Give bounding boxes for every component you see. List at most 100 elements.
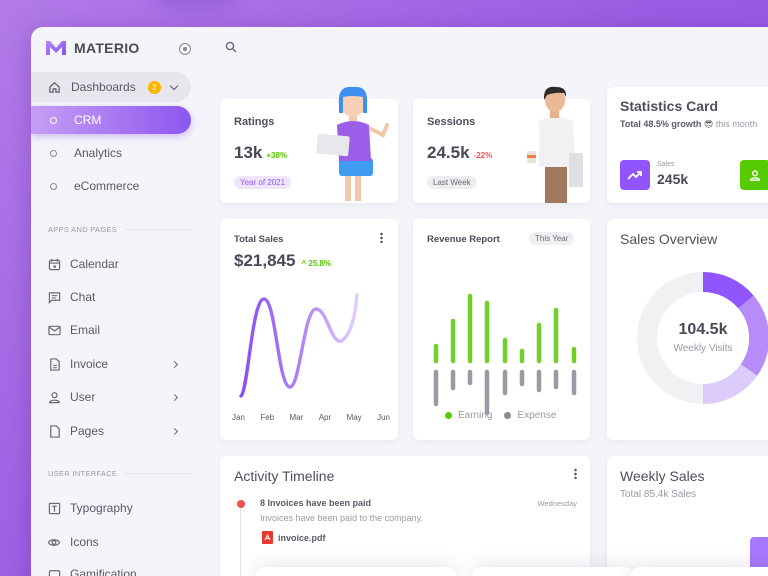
home-icon: [49, 81, 60, 93]
statistics-subtitle: Total 48.5% growth 😎 this month: [620, 119, 757, 130]
chevron-right-icon: [170, 360, 179, 368]
brand-logo[interactable]: MATERIO: [46, 40, 140, 56]
sidebar-item-email[interactable]: Email: [47, 323, 177, 337]
revenue-bar-chart: [433, 293, 577, 416]
chevron-right-icon: [170, 427, 179, 435]
app-window: MATERIO Dashboards 3 CRM Analytics eComm…: [31, 27, 768, 576]
attachment-link[interactable]: invoice.pdf: [262, 531, 326, 544]
pin-sidebar-icon[interactable]: [179, 43, 191, 55]
more-options-icon[interactable]: [574, 468, 577, 479]
sidebar-item-label: Calendar: [70, 257, 119, 271]
invoice-icon: [47, 357, 61, 371]
sales-overview-card: Sales Overview 104.5k Weekly Visits: [607, 219, 768, 440]
timeline-dot-red-icon: [237, 500, 245, 508]
revenue-report-card: Revenue Report This Year: [413, 219, 590, 440]
legend-label: Earning: [458, 410, 493, 421]
sidebar-item-calendar[interactable]: Calendar: [47, 257, 177, 271]
calendar-icon: [47, 257, 61, 271]
x-tick: May: [346, 413, 362, 422]
period-select[interactable]: This Year: [529, 232, 575, 245]
sidebar-item-analytics[interactable]: Analytics: [31, 139, 191, 167]
floating-card: [256, 567, 456, 576]
timeline-item-desc: Invoices have been paid to the company.: [260, 513, 423, 523]
card-title: Weekly Sales: [620, 468, 705, 484]
sidebar-item-label: Typography: [70, 501, 133, 515]
total-sales-card: Total Sales $21,845 ^ 25.8% Jan Feb Mar …: [220, 219, 398, 440]
sidebar-item-label: Gamification: [70, 567, 137, 576]
attachment-name: invoice.pdf: [278, 532, 326, 543]
x-tick: Feb: [260, 413, 275, 422]
statistics-card: Statistics Card Total 48.5% growth 😎 thi…: [607, 87, 768, 203]
chart-legend: Earning Expense: [445, 410, 556, 421]
sidebar-item-gamification[interactable]: Gamification: [47, 567, 177, 576]
ratings-chip: Year of 2021: [234, 176, 292, 189]
card-title: Activity Timeline: [234, 468, 335, 484]
total-sales-change: ^ 25.8%: [301, 259, 332, 268]
chat-icon: [47, 290, 61, 304]
sidebar-item-chat[interactable]: Chat: [47, 290, 177, 304]
growth-text: Total 48.5% growth: [620, 119, 702, 129]
eye-icon: [47, 535, 61, 549]
weekly-sales-card: Weekly Sales Total 85.4k Sales: [607, 456, 768, 576]
circle-icon: [50, 116, 57, 124]
section-header-ui: USER INTERFACE: [48, 469, 193, 478]
user-icon: [47, 390, 61, 404]
legend-label: Expense: [517, 410, 557, 421]
more-options-icon[interactable]: [380, 232, 383, 243]
sidebar-item-label: Invoice: [70, 357, 109, 371]
trending-up-icon: [627, 171, 642, 180]
sidebar-item-label: Dashboards: [71, 80, 136, 94]
x-tick: Mar: [289, 413, 304, 422]
card-title: Sales Overview: [620, 231, 718, 247]
card-title: Total Sales: [234, 234, 284, 245]
gamification-icon: [47, 567, 61, 576]
sidebar-item-label: Analytics: [74, 146, 123, 160]
card-title: Ratings: [234, 116, 275, 128]
search-icon[interactable]: [225, 41, 237, 53]
man-illustration: [527, 86, 583, 203]
sessions-chip: Last Week: [427, 176, 477, 189]
total-sales-value: $21,845: [234, 251, 296, 270]
materio-logo-icon: [46, 41, 66, 55]
sidebar-item-ecommerce[interactable]: eCommerce: [31, 172, 191, 200]
sidebar-item-user[interactable]: User: [47, 390, 179, 404]
sidebar-item-crm[interactable]: CRM: [31, 106, 191, 134]
sales-donut-chart: [637, 271, 768, 405]
donut-center-label: Weekly Visits: [673, 343, 733, 354]
sidebar-item-pages[interactable]: Pages: [47, 424, 179, 438]
email-icon: [47, 323, 61, 337]
floating-card: [473, 567, 633, 576]
x-tick: Jun: [377, 413, 390, 422]
sidebar-item-typography[interactable]: Typography: [47, 501, 177, 515]
sidebar-item-label: Icons: [70, 535, 99, 549]
timeline-item-time: Wednesday: [537, 499, 577, 508]
chevron-down-icon: [169, 81, 178, 90]
pdf-file-icon: [262, 531, 273, 544]
notification-badge: 3: [147, 80, 161, 94]
decorative-blob: [150, 0, 240, 10]
card-title: Statistics Card: [620, 98, 719, 114]
circle-icon: [50, 149, 57, 157]
floating-card: [631, 567, 768, 576]
sessions-value: 24.5k: [427, 143, 470, 162]
sales-value: 245k: [657, 171, 689, 187]
change-value: 25.8%: [308, 259, 332, 268]
typography-icon: [47, 501, 61, 515]
pages-icon: [47, 424, 61, 438]
sidebar-item-invoice[interactable]: Invoice: [47, 357, 179, 371]
x-tick: Jan: [232, 413, 245, 422]
chevron-right-icon: [170, 393, 179, 401]
sidebar-item-icons[interactable]: Icons: [47, 535, 177, 549]
sidebar-item-dashboards[interactable]: Dashboards 3: [31, 72, 191, 102]
brand-name: MATERIO: [74, 40, 140, 56]
timeline-item-title: 8 Invoices have been paid: [260, 498, 372, 508]
sunglasses-emoji-icon: 😎: [703, 119, 714, 129]
sales-icon-tile: [620, 160, 650, 190]
sidebar: MATERIO Dashboards 3 CRM Analytics eComm…: [31, 27, 201, 576]
section-header-apps: APPS AND PAGES: [48, 225, 193, 234]
timeline-line: [240, 504, 241, 576]
sidebar-item-label: Email: [70, 323, 101, 337]
ratings-value: 13k: [234, 143, 263, 162]
ratings-change: +38%: [266, 151, 288, 160]
activity-timeline-card: Activity Timeline 8 Invoices have been p…: [220, 456, 590, 576]
